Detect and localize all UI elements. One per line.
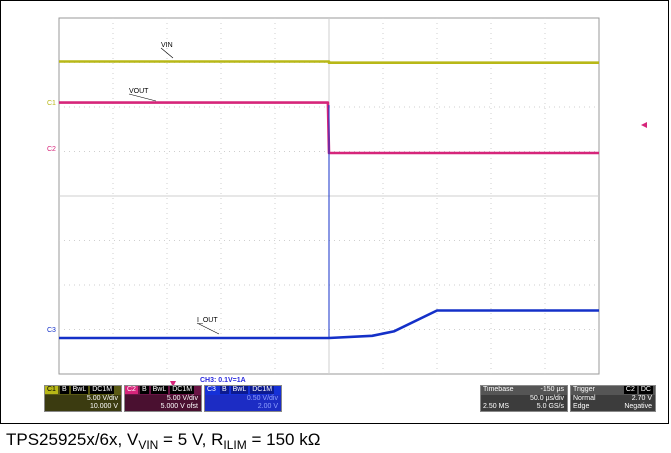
ch2-offset: 5.000 V ofst xyxy=(160,403,198,410)
ch3-title: C3 xyxy=(205,386,218,394)
trigger-slope: Negative xyxy=(624,403,652,410)
label-i-out: I_OUT xyxy=(197,317,218,324)
figure-caption: TPS25925x/6x, VVIN = 5 V, RILIM = 150 kΩ xyxy=(6,430,320,452)
trigger-source-chip: C2 xyxy=(623,386,637,394)
ch2-title: C2 xyxy=(125,386,138,394)
ch3-offset: 2.00 V xyxy=(257,403,278,410)
caption-subscript: VIN xyxy=(138,438,159,452)
ch2-settings-box: C2 B BwL DC1M 5.00 V/div 5.000 V ofst xyxy=(124,385,202,412)
timebase-title: Timebase xyxy=(483,386,514,393)
ch2-chip: BwL xyxy=(150,386,169,394)
scope-screenshot-frame: VIN VOUT I_OUT C1 C2 C3 xyxy=(0,0,669,424)
caption-text: = 150 kΩ xyxy=(246,430,321,449)
trace-i-out xyxy=(59,309,599,340)
timebase-sample-rate: 5.0 GS/s xyxy=(536,403,564,410)
timebase-per-div: 50.0 µs/div xyxy=(530,395,564,402)
trigger-box: Trigger C2 DC Normal 2.70 V Edge Negative xyxy=(570,385,656,412)
timebase-samples: 2.50 MS xyxy=(483,403,510,410)
label-i-out-leader xyxy=(196,322,220,335)
ch1-chip: B xyxy=(59,386,69,394)
caption-text: TPS25925x/6x, V xyxy=(6,430,139,449)
trigger-type: Edge xyxy=(573,403,590,410)
ch1-title: C1 xyxy=(45,386,58,394)
ch3-chip: DC1M xyxy=(250,386,275,394)
trigger-coupling-chip: DC xyxy=(638,386,653,394)
trigger-mode: Normal xyxy=(573,395,596,402)
trigger-level: 2.70 V xyxy=(631,395,652,402)
label-vin-leader xyxy=(160,47,174,59)
ch2-chip: B xyxy=(139,386,149,394)
ch1-settings-box: C1 B BwL DC1M 5.00 V/div 10.000 V xyxy=(44,385,122,412)
channel-marker-c2: C2 xyxy=(47,146,56,153)
timebase-value: -150 µs xyxy=(540,386,565,393)
ch3-chip: BwL xyxy=(230,386,249,394)
channel-marker-c1: C1 xyxy=(47,100,56,107)
ch3-vdiv: 0.50 V/div xyxy=(246,395,278,402)
timebase-box: Timebase -150 µs 50.0 µs/div 2.50 MS 5.0… xyxy=(480,385,568,412)
ch1-chip: DC1M xyxy=(90,386,115,394)
trigger-title: Trigger xyxy=(573,386,595,393)
oscilloscope-display: VIN VOUT I_OUT C1 C2 C3 xyxy=(47,17,647,387)
trace-vout xyxy=(59,101,599,155)
channel-marker-c3: C3 xyxy=(47,327,56,334)
ch3-settings-box: C3 B BwL DC1M 0.50 V/div 2.00 V xyxy=(204,385,282,412)
caption-subscript: ILIM xyxy=(223,438,247,452)
ch1-vdiv: 5.00 V/div xyxy=(86,395,118,402)
ch1-chip: BwL xyxy=(70,386,89,394)
trigger-time-marker xyxy=(170,381,176,387)
ch2-chip: DC1M xyxy=(170,386,195,394)
caption-text: = 5 V, R xyxy=(158,430,224,449)
label-vin: VIN xyxy=(161,42,173,49)
ch2-vdiv: 5.00 V/div xyxy=(166,395,198,402)
trace-vin xyxy=(59,60,599,65)
ch3-chip: B xyxy=(219,386,229,394)
label-vout: VOUT xyxy=(129,88,149,95)
ch3-scale-note: CH3: 0.1V=1A xyxy=(200,377,246,384)
trigger-level-marker xyxy=(641,122,647,128)
label-vout-leader xyxy=(128,93,157,102)
ch1-offset: 10.000 V xyxy=(89,403,118,410)
